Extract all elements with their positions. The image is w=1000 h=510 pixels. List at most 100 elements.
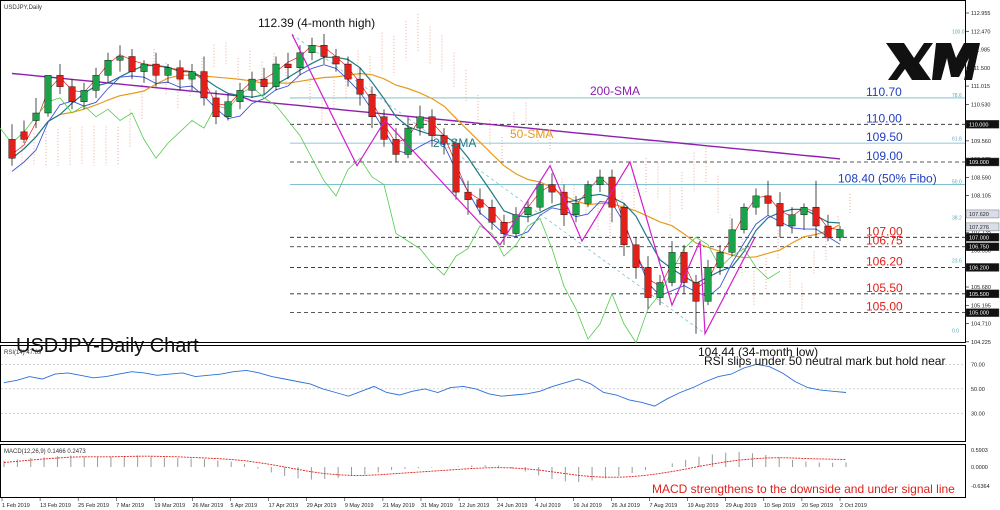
candle-body [416,116,424,129]
candle-body [704,267,712,302]
symbol-label: USDJPY,Daily [4,5,42,11]
candle-body [476,199,484,208]
candle-body [464,191,472,200]
candle-body [188,71,196,80]
date-label: 4 Jul 2019 [535,503,560,509]
candle-body [812,206,820,227]
date-label: 17 Apr 2019 [269,503,299,509]
date-label: 16 Jul 2019 [573,503,601,509]
candle-body [356,78,364,95]
fibo-label: 100.0 [952,29,965,35]
pattern-lines [291,34,756,336]
ichimoku-cloud [21,13,851,309]
candle-body [716,252,724,268]
price-badge [965,120,1000,129]
level-lines: 110.70 110.00 109.50 109.00 108.40 (50% Fibo… [290,85,965,314]
macd-tick-label: -0.6364 [971,484,990,490]
high-annotation: 112.39 (4-month high) [258,16,375,30]
candle-body [332,56,340,65]
price-badge-label: 105.500 [969,292,989,298]
candle-body [584,184,592,204]
date-label: 12 Jun 2019 [459,503,489,509]
candle-body [104,60,112,76]
candle-body [308,45,316,53]
price-tick-label: 111.015 [971,84,990,90]
candle-body [200,71,208,99]
date-label: 5 Apr 2019 [231,503,258,509]
price-badge [965,308,1000,317]
chikou-line [0,86,781,344]
candle-body [572,203,580,215]
price-badge [965,263,1000,272]
date-label: 19 Mar 2019 [154,503,185,509]
fibo-label: 38.2 [952,215,962,221]
price-badge-label: 110.000 [969,122,988,128]
rsi-note: RSI slips under 50 neutral mark but hold… [704,354,945,368]
level-label: 109.50 [866,130,903,144]
date-label: 7 Mar 2019 [116,503,144,509]
price-badge [965,222,1000,232]
candle-body [92,75,100,91]
candle-body [344,63,352,80]
candle-body [224,101,232,117]
macd-note: MACD strengthens to the downside and und… [652,482,955,496]
candle-body [728,229,736,253]
level-label: 105.50 [866,281,903,295]
price-badge [965,242,1000,251]
kijun-line [11,64,841,298]
chart-title: USDJPY-Daily Chart [16,335,199,357]
level-label: 107.00 [866,224,903,238]
price-tick-label: 112.470 [971,29,990,35]
fibo-label: 50.0 [952,180,962,186]
candle-body [452,142,460,193]
price-badge-label: 106.750 [969,245,989,251]
candle-body [536,184,544,208]
level-label: 110.00 [866,111,902,125]
candle-body [764,195,772,204]
rsi-panel [0,345,966,442]
candle-body [68,86,76,102]
candle-body [752,195,760,208]
candle-body [248,78,256,91]
candle-body [116,56,124,61]
date-label: 19 Aug 2019 [688,503,719,509]
candle-body [368,93,376,117]
candle-body [500,222,508,234]
candle-body [560,191,568,215]
level-label: 106.75 [866,234,903,248]
price-tick-label: 110.530 [971,102,990,108]
price-tick-label: 109.560 [971,139,991,145]
candle-body [20,131,28,140]
rsi-tick-label: 50.00 [971,387,985,393]
price-badge-label: 107.000 [969,235,989,241]
fibo-label: 61.8 [952,136,962,142]
candle-body [164,67,172,76]
price-badge-label: 107.620 [969,212,989,218]
candle-body [404,127,412,155]
candle-body [320,45,328,57]
candle-body [80,90,88,102]
date-label: 21 May 2019 [383,503,415,509]
price-badge [965,209,1000,219]
date-label: 20 Sep 2019 [802,503,833,509]
candle-body [824,225,832,238]
candle-body [56,75,64,87]
candle-body [656,282,664,298]
price-badge-label: 105.000 [969,311,989,317]
price-tick-label: 111.985 [971,48,990,54]
date-label: 26 Jul 2019 [611,503,639,509]
date-label: 25 Feb 2019 [78,503,109,509]
price-tick-label: 105.680 [971,285,991,291]
date-label: 13 Feb 2019 [40,503,71,509]
candle-body [788,214,796,227]
candle-body [428,116,436,136]
price-axis: 112.955 112.470 111.985 111.500 111.015 110.5… [965,11,1000,346]
candle-body [128,56,136,72]
macd-label: MACD(12,26,9) 0.1466 0.2473 [4,449,86,455]
candle-body [392,139,400,155]
level-label: 105.00 [866,300,903,314]
date-label: 26 Mar 2019 [192,503,223,509]
candle-body [488,206,496,223]
sma50-label: 50-SMA [510,127,553,141]
candle-body [380,116,388,140]
